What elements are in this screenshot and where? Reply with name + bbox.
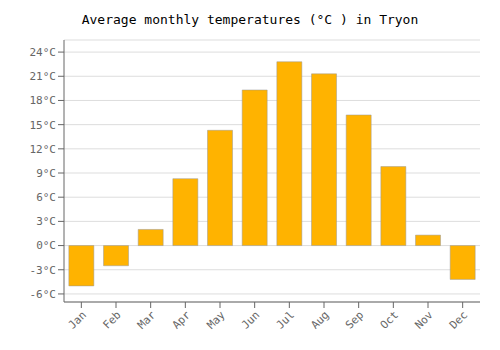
svg-text:Mar: Mar <box>135 308 159 332</box>
svg-text:0°C: 0°C <box>36 239 56 252</box>
svg-text:Nov: Nov <box>412 308 436 332</box>
svg-text:18°C: 18°C <box>30 94 57 107</box>
svg-text:-3°C: -3°C <box>30 264 57 277</box>
svg-text:Oct: Oct <box>378 308 401 331</box>
html-text:Average monthly temperatures (: Average monthly temperatures (°C ) in Tr… <box>81 12 419 27</box>
svg-text:Apr: Apr <box>170 308 194 332</box>
svg-text:21°C: 21°C <box>30 70 57 83</box>
svg-text:-6°C: -6°C <box>30 288 57 301</box>
svg-text:3°C: 3°C <box>36 215 56 228</box>
svg-text:9°C: 9°C <box>36 167 56 180</box>
svg-text:12°C: 12°C <box>30 143 57 156</box>
svg-text:15°C: 15°C <box>30 119 57 132</box>
svg-text:Feb: Feb <box>100 308 123 331</box>
svg-text:Jul: Jul <box>274 308 297 331</box>
svg-text:May: May <box>204 308 228 332</box>
svg-text:Aug: Aug <box>308 308 331 331</box>
svg-text:Jun: Jun <box>239 308 262 331</box>
svg-text:24°C: 24°C <box>30 46 57 59</box>
svg-text:Sep: Sep <box>343 308 366 331</box>
svg-text:Jan: Jan <box>66 308 89 331</box>
svg-text:6°C: 6°C <box>36 191 56 204</box>
svg-text:Dec: Dec <box>447 308 470 331</box>
